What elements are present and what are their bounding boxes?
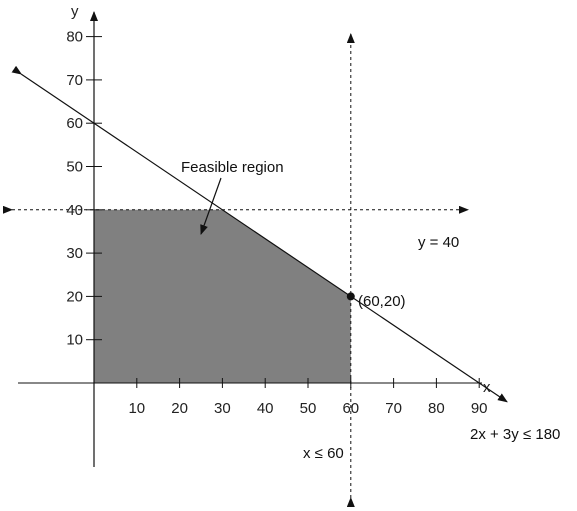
corner-point <box>346 292 355 301</box>
y-axis-label: y <box>71 3 79 20</box>
y-tick-label: 50 <box>66 159 83 176</box>
x-tick-label: 40 <box>257 400 274 417</box>
x-tick-label: 90 <box>471 400 488 417</box>
label-2x3y: 2x + 3y ≤ 180 <box>470 426 560 443</box>
y-tick-label: 70 <box>66 72 83 89</box>
x-tick-label: 50 <box>300 400 317 417</box>
y-tick-label: 20 <box>66 288 83 305</box>
constraint-line-2x3y <box>11 65 508 403</box>
corner-point-label: (60,20) <box>358 293 406 310</box>
x-tick-label: 70 <box>385 400 402 417</box>
x-tick-label: 60 <box>342 400 359 417</box>
x-axis-label: x <box>483 379 491 396</box>
x-tick-label: 80 <box>428 400 445 417</box>
feasible-region-label: Feasible region <box>181 159 284 176</box>
y-tick-label: 90 <box>66 0 83 2</box>
y-tick-label: 80 <box>66 29 83 46</box>
x-tick-label: 30 <box>214 400 231 417</box>
feasible-region-pointer <box>200 177 222 235</box>
x-ticks: 10 20 30 40 50 60 70 80 90 <box>128 378 488 417</box>
y-tick-label: 60 <box>66 115 83 132</box>
label-x60: x ≤ 60 <box>303 445 344 462</box>
feasible-region <box>94 209 351 383</box>
label-y40: y = 40 <box>418 234 459 251</box>
x-tick-label: 20 <box>171 400 188 417</box>
y-tick-label: 10 <box>66 332 83 349</box>
y-tick-label: 30 <box>66 245 83 262</box>
x-tick-label: 10 <box>128 400 145 417</box>
